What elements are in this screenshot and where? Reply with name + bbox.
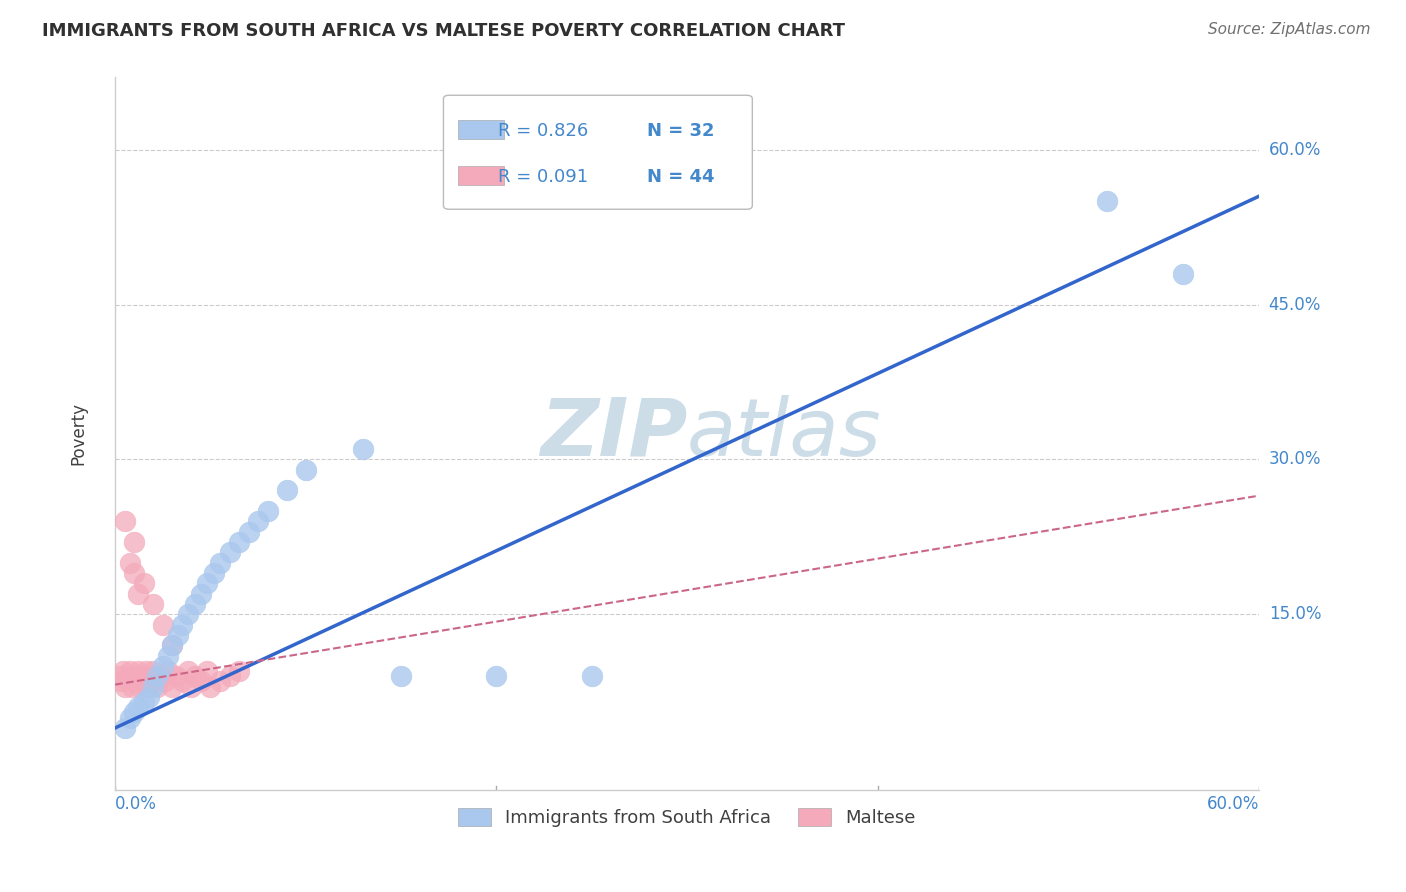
Point <box>157 648 180 663</box>
Point <box>131 669 153 683</box>
Point <box>132 674 155 689</box>
Point <box>276 483 298 498</box>
Text: 0.0%: 0.0% <box>115 795 157 814</box>
Point <box>167 628 190 642</box>
Point <box>208 556 231 570</box>
Point <box>184 597 207 611</box>
Point <box>208 674 231 689</box>
Point <box>581 669 603 683</box>
Point <box>218 669 240 683</box>
Point <box>121 680 143 694</box>
Point <box>165 669 187 683</box>
Point <box>200 680 222 694</box>
Text: Source: ZipAtlas.com: Source: ZipAtlas.com <box>1208 22 1371 37</box>
Point <box>152 659 174 673</box>
Point <box>122 706 145 720</box>
FancyBboxPatch shape <box>458 120 503 139</box>
Point <box>195 664 218 678</box>
Point <box>149 669 172 683</box>
Point <box>176 664 198 678</box>
Point <box>152 617 174 632</box>
Text: R = 0.826: R = 0.826 <box>498 122 589 140</box>
Point <box>132 695 155 709</box>
Point <box>1171 267 1194 281</box>
Point <box>125 674 148 689</box>
Point <box>256 504 278 518</box>
Point <box>135 664 157 678</box>
Point <box>120 711 142 725</box>
Point <box>132 576 155 591</box>
Text: 15.0%: 15.0% <box>1268 606 1322 624</box>
Point <box>190 674 212 689</box>
Point <box>122 566 145 580</box>
Point <box>138 669 160 683</box>
Point <box>122 535 145 549</box>
Point <box>153 674 176 689</box>
Text: Poverty: Poverty <box>69 402 87 465</box>
Point <box>114 680 136 694</box>
Text: ZIP: ZIP <box>540 394 688 473</box>
Legend: Immigrants from South Africa, Maltese: Immigrants from South Africa, Maltese <box>451 800 922 834</box>
Text: 45.0%: 45.0% <box>1268 295 1322 314</box>
Point <box>115 669 138 683</box>
Point <box>110 674 132 689</box>
Point <box>485 669 508 683</box>
Text: 60.0%: 60.0% <box>1268 141 1322 159</box>
Point <box>184 669 207 683</box>
Point <box>170 674 193 689</box>
Point <box>162 638 184 652</box>
Point <box>157 664 180 678</box>
Text: atlas: atlas <box>688 394 882 473</box>
Point <box>114 515 136 529</box>
FancyBboxPatch shape <box>458 166 503 185</box>
Point <box>111 664 134 678</box>
Point <box>238 524 260 539</box>
Point <box>108 669 131 683</box>
Point <box>170 617 193 632</box>
Point <box>120 556 142 570</box>
Text: IMMIGRANTS FROM SOUTH AFRICA VS MALTESE POVERTY CORRELATION CHART: IMMIGRANTS FROM SOUTH AFRICA VS MALTESE … <box>42 22 845 40</box>
Point <box>127 664 149 678</box>
Text: 60.0%: 60.0% <box>1206 795 1260 814</box>
Point <box>117 674 139 689</box>
FancyBboxPatch shape <box>443 95 752 210</box>
Point <box>247 515 270 529</box>
Text: N = 44: N = 44 <box>647 169 714 186</box>
Point <box>190 587 212 601</box>
Point <box>1095 194 1118 209</box>
Text: N = 32: N = 32 <box>647 122 714 140</box>
Text: R = 0.091: R = 0.091 <box>498 169 589 186</box>
Point <box>228 664 250 678</box>
Point <box>162 680 184 694</box>
Point <box>180 680 202 694</box>
Point <box>142 597 165 611</box>
Point <box>146 669 169 683</box>
Point <box>202 566 225 580</box>
Point <box>294 463 316 477</box>
Point <box>114 721 136 735</box>
Point <box>389 669 412 683</box>
Point <box>142 680 165 694</box>
Point <box>122 669 145 683</box>
Point <box>127 700 149 714</box>
Point <box>195 576 218 591</box>
Point <box>136 680 159 694</box>
Point <box>352 442 374 457</box>
Point <box>120 664 142 678</box>
Point <box>176 607 198 622</box>
Point <box>218 545 240 559</box>
Point <box>162 638 184 652</box>
Text: 30.0%: 30.0% <box>1268 450 1322 468</box>
Point <box>127 587 149 601</box>
Point <box>128 680 150 694</box>
Point <box>138 690 160 704</box>
Point <box>142 664 165 678</box>
Point <box>146 680 169 694</box>
Point <box>141 674 163 689</box>
Point <box>228 535 250 549</box>
